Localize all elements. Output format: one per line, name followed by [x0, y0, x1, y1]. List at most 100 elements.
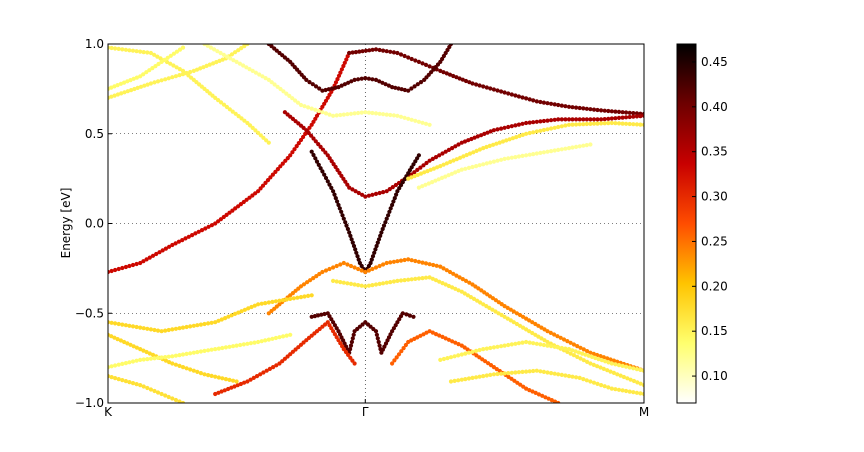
data-point: [502, 343, 507, 348]
data-point: [130, 262, 136, 268]
data-point: [514, 135, 519, 140]
x-tick-label: M: [639, 405, 649, 419]
data-point: [462, 291, 467, 296]
data-point: [174, 65, 179, 70]
data-point: [284, 91, 289, 96]
data-point: [505, 305, 510, 310]
data-point: [531, 98, 536, 103]
data-point: [520, 95, 525, 100]
data-point: [520, 340, 525, 345]
data-point: [206, 373, 211, 378]
data-point: [216, 318, 221, 323]
band-series: [347, 47, 644, 117]
data-point: [470, 81, 475, 86]
data-point: [130, 48, 136, 53]
data-point: [341, 347, 346, 352]
data-point: [462, 139, 468, 144]
data-point: [624, 364, 629, 369]
y-tick-label: 0.5: [85, 127, 104, 141]
data-point: [320, 269, 325, 275]
data-point: [494, 367, 499, 372]
data-point: [288, 153, 293, 158]
data-point: [524, 369, 529, 374]
data-point: [395, 259, 400, 264]
data-point: [356, 266, 361, 272]
data-point: [638, 367, 643, 372]
data-point: [423, 261, 429, 266]
data-point: [278, 164, 283, 169]
data-point: [620, 363, 625, 368]
data-point: [227, 377, 232, 382]
data-point: [581, 106, 586, 111]
data-point: [616, 115, 622, 120]
data-point: [520, 153, 525, 158]
data-point: [145, 50, 150, 55]
data-point: [336, 85, 341, 90]
data-point: [259, 339, 264, 344]
data-point: [509, 92, 514, 97]
data-point: [331, 189, 336, 194]
data-point: [132, 86, 137, 92]
data-point: [245, 341, 250, 346]
data-point: [113, 321, 118, 326]
data-point: [384, 260, 389, 266]
data-point: [134, 324, 139, 330]
data-point: [571, 342, 577, 347]
data-point: [112, 335, 117, 340]
data-point: [409, 175, 414, 180]
data-point: [631, 114, 636, 119]
data-point: [135, 85, 140, 90]
data-point: [232, 384, 237, 389]
data-point: [311, 136, 316, 141]
grid-lines: [108, 44, 644, 403]
data-point: [295, 295, 300, 300]
data-point: [155, 54, 160, 59]
data-point: [294, 144, 299, 149]
data-point: [349, 237, 354, 242]
data-point: [147, 68, 152, 73]
data-point: [141, 259, 146, 264]
data-point: [343, 349, 349, 355]
data-point: [209, 320, 214, 325]
data-point: [216, 98, 221, 103]
band-series: [309, 311, 416, 355]
data-point: [334, 279, 339, 284]
data-point: [353, 189, 358, 194]
data-point: [418, 171, 424, 176]
data-point: [443, 174, 448, 179]
data-point: [430, 156, 435, 161]
data-point: [595, 107, 600, 113]
y-tick-label: 0.0: [85, 217, 104, 231]
data-point: [566, 104, 572, 109]
data-point: [281, 334, 286, 339]
data-point: [534, 129, 539, 134]
data-point: [620, 110, 625, 115]
data-point: [116, 362, 121, 367]
data-point: [256, 130, 261, 135]
data-point: [113, 46, 118, 51]
data-point: [444, 268, 449, 273]
data-point: [433, 178, 438, 183]
data-point: [256, 302, 261, 307]
data-point: [177, 363, 182, 368]
data-point: [162, 57, 167, 63]
data-point: [229, 385, 234, 390]
data-point: [469, 136, 474, 142]
data-point: [219, 317, 224, 322]
data-point: [340, 213, 345, 218]
data-point: [231, 58, 236, 63]
data-point: [333, 196, 338, 201]
data-point: [412, 174, 417, 179]
data-point: [516, 94, 522, 99]
data-point: [226, 314, 231, 319]
data-point: [451, 73, 456, 79]
data-point: [374, 243, 379, 249]
data-point: [381, 112, 386, 117]
data-point: [141, 72, 146, 77]
data-point: [390, 85, 395, 90]
data-point: [309, 106, 314, 111]
data-point: [538, 150, 543, 155]
data-point: [170, 75, 175, 80]
data-point: [402, 257, 407, 263]
